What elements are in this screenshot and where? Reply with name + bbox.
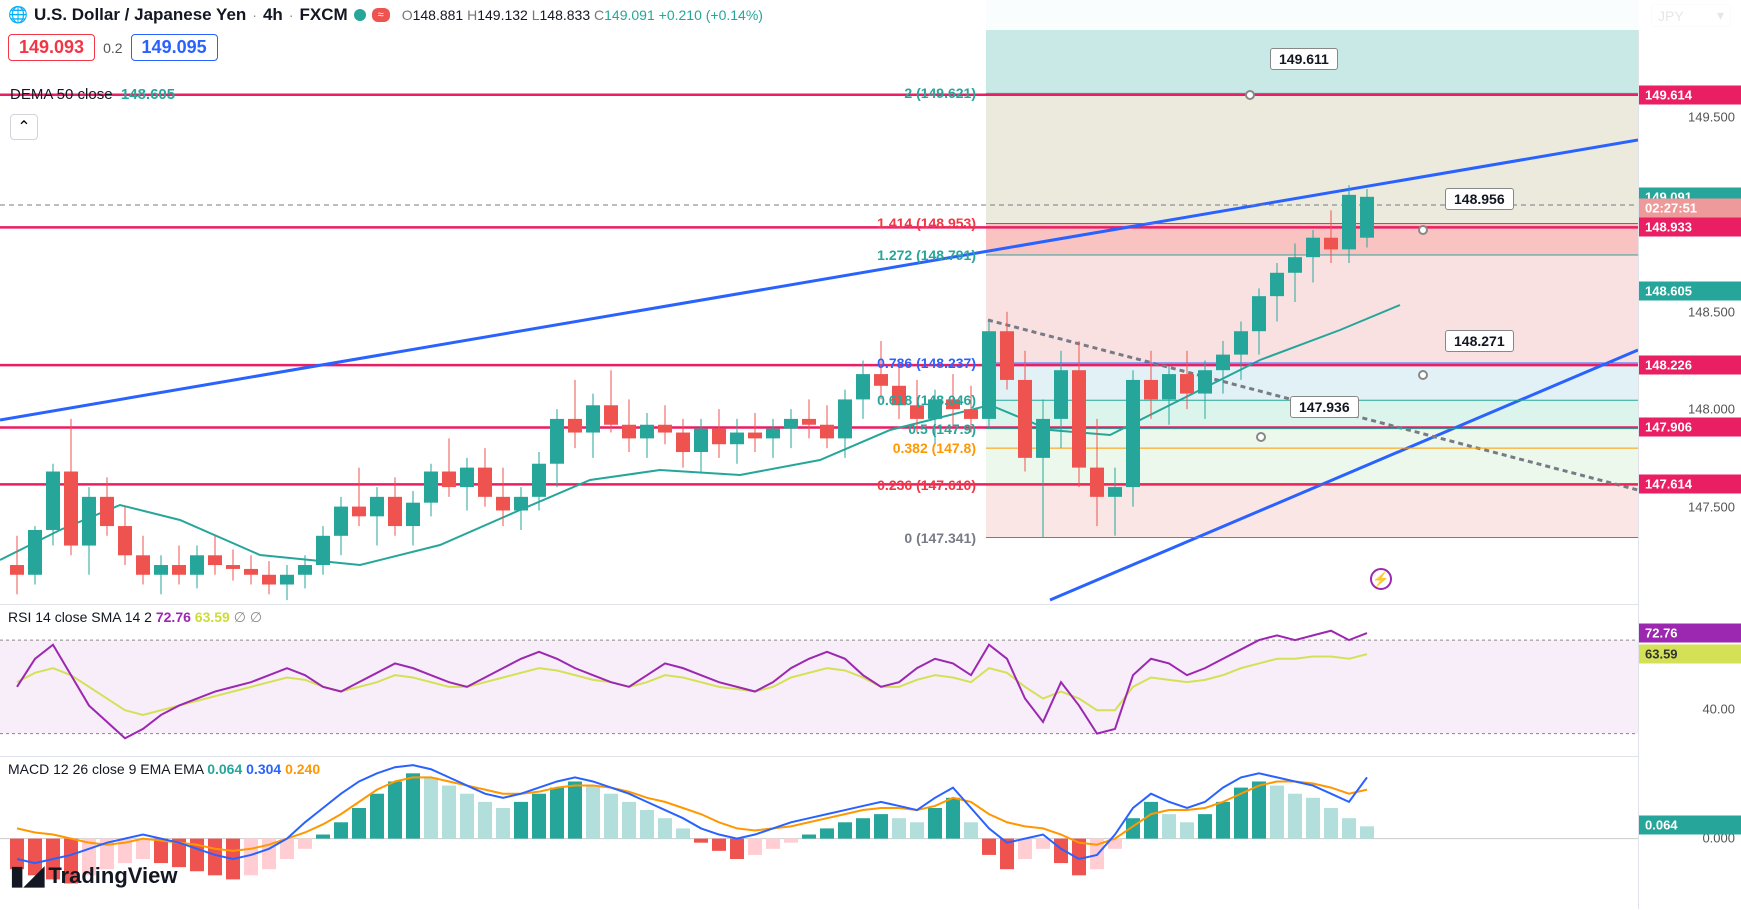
status-pill: ≈ <box>372 8 390 22</box>
callout-anchor-icon <box>1245 90 1255 100</box>
main-price-pane[interactable]: 2 (149.621) 1.414 (148.953) 1.272 (148.791… <box>0 0 1638 604</box>
price-callout[interactable]: 149.611 <box>1270 48 1338 70</box>
symbol-title[interactable]: U.S. Dollar / Japanese Yen <box>34 5 246 25</box>
bid-price[interactable]: 149.093 <box>8 34 95 61</box>
callout-anchor-icon <box>1418 225 1428 235</box>
spread-value: 0.2 <box>103 40 122 56</box>
price-callout[interactable]: 148.271 <box>1445 330 1514 352</box>
fib-level-label: 2 (149.621) <box>904 85 976 101</box>
market-status-icon <box>354 9 366 21</box>
fib-level-label: 1.414 (148.953) <box>877 215 976 231</box>
chart-container: JPY ▾ 149.500148.500148.000147.500149.61… <box>0 0 1741 909</box>
ohlc-display: O148.881 H149.132 L148.833 C149.091 +0.2… <box>402 7 763 23</box>
ask-price[interactable]: 149.095 <box>131 34 218 61</box>
fib-level-label: 0.236 (147.610) <box>877 477 976 493</box>
fib-level-label: 0.5 (147.9) <box>908 421 976 437</box>
fib-level-label: 0.382 (147.8) <box>893 440 976 456</box>
logo-mark-icon: ▮◢ <box>10 860 44 891</box>
tradingview-logo[interactable]: ▮◢ TradingView <box>10 860 178 891</box>
dema-indicator-label[interactable]: DEMA 50 close 148.605 <box>10 86 175 103</box>
price-axis[interactable]: JPY ▾ 149.500148.500148.000147.500149.61… <box>1638 0 1741 909</box>
macd-label: MACD 12 26 close 9 EMA EMA 0.064 0.304 0… <box>8 761 320 777</box>
fib-level-label: 1.272 (148.791) <box>877 247 976 263</box>
price-callout[interactable]: 147.936 <box>1290 396 1359 418</box>
bid-ask-display: 149.093 0.2 149.095 <box>8 34 218 61</box>
price-callout[interactable]: 148.956 <box>1445 188 1514 210</box>
callout-anchor-icon <box>1418 370 1428 380</box>
fib-level-label: 0.786 (148.237) <box>877 355 976 371</box>
lightning-icon[interactable]: ⚡ <box>1370 568 1392 590</box>
collapse-button[interactable]: ⌃ <box>10 114 38 140</box>
interval-label[interactable]: 4h <box>263 5 283 25</box>
broker-label: FXCM <box>299 5 347 25</box>
rsi-label: RSI 14 close SMA 14 2 72.76 63.59 ∅ ∅ <box>8 609 262 626</box>
callout-anchor-icon <box>1256 432 1266 442</box>
chart-header: 🌐 U.S. Dollar / Japanese Yen · 4h · FXCM… <box>0 0 1741 30</box>
fib-level-label: 0.618 (148.046) <box>877 392 976 408</box>
fib-level-label: 0 (147.341) <box>904 530 976 546</box>
symbol-flag-icon: 🌐 <box>8 5 28 25</box>
rsi-pane[interactable]: RSI 14 close SMA 14 2 72.76 63.59 ∅ ∅ <box>0 604 1638 756</box>
macd-pane[interactable]: MACD 12 26 close 9 EMA EMA 0.064 0.304 0… <box>0 756 1638 909</box>
chevron-up-icon: ⌃ <box>17 117 30 137</box>
